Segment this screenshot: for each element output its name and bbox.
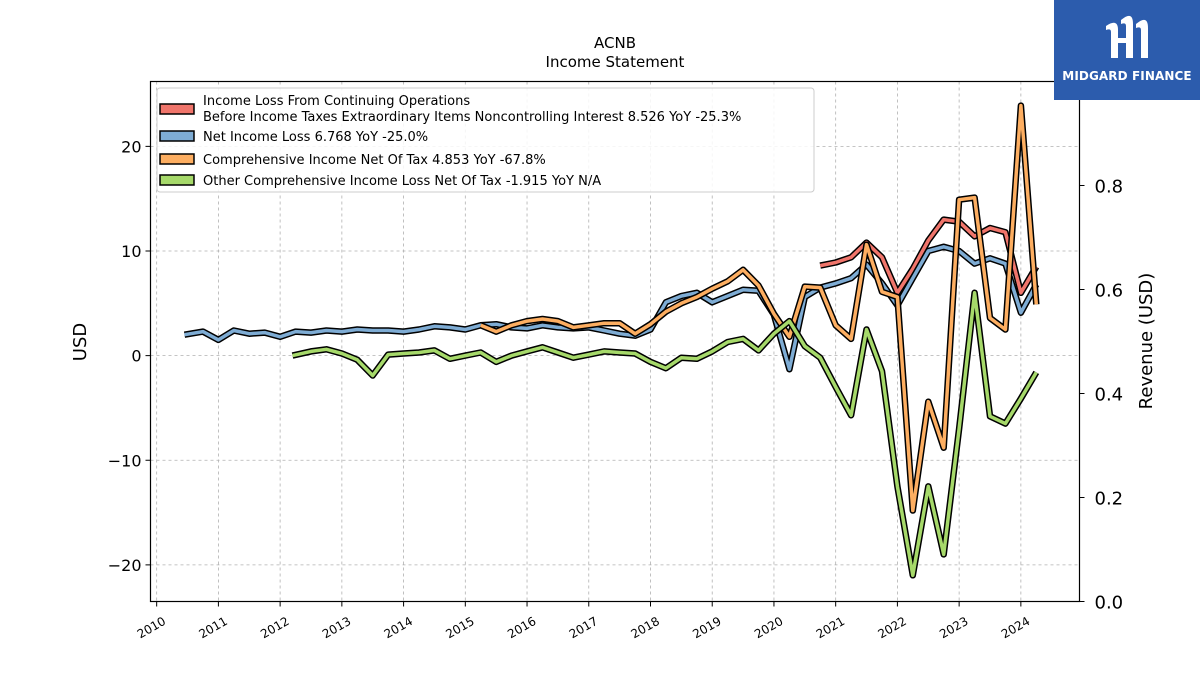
x-tick-label: 2018: [629, 614, 662, 641]
x-tick-label: 2015: [443, 614, 476, 641]
legend-swatch-pretax-income: [159, 103, 195, 115]
legend-label-other-comprehensive-income: Other Comprehensive Income Loss Net Of T…: [203, 174, 601, 189]
x-tick-label: 2013: [320, 614, 353, 641]
brand-logo: MIDGARD FINANCE: [1054, 0, 1200, 100]
x-tick-label: 2024: [999, 614, 1032, 641]
right-tick-label: 0.8: [1095, 177, 1124, 198]
y-axis-label-left: USD: [70, 323, 91, 361]
plot-frame: [149, 80, 1081, 603]
x-tick-label: 2011: [196, 614, 229, 641]
x-tick-label: 2020: [752, 614, 785, 641]
x-tick-label: 2019: [690, 614, 723, 641]
x-tick-label: 2022: [875, 614, 908, 641]
right-tick-label: 0.6: [1095, 281, 1124, 302]
legend-swatch-other-comprehensive-income: [159, 174, 195, 186]
legend-label-pretax-income-line1: Income Loss From Continuing Operations: [203, 94, 470, 109]
x-tick-label: 2012: [258, 614, 291, 641]
left-tick-label: 10: [121, 242, 141, 261]
left-tick-label: −10: [108, 451, 142, 470]
logo-text: MIDGARD FINANCE: [1062, 69, 1192, 83]
right-axis: 0.8 0.6 0.4 0.2 0.0: [1079, 177, 1124, 614]
legend-label-net-income: Net Income Loss 6.768 YoY -25.0%: [203, 130, 428, 145]
series-layer: [183, 102, 1040, 579]
legend-label-comprehensive-income: Comprehensive Income Net Of Tax 4.853 Yo…: [203, 153, 546, 168]
legend-box: [156, 87, 815, 193]
x-tick-label: 2016: [505, 614, 538, 641]
right-tick-label: 0.4: [1095, 385, 1124, 406]
series-line-pretax-income: [819, 217, 1038, 295]
left-tick-label: 20: [121, 137, 141, 156]
right-tick-label: 0.2: [1095, 489, 1124, 510]
logo-mark-icon: [1106, 15, 1148, 58]
x-axis: 2010 2011 2012 2013 2014 2015 2016 2017 2018 2019…: [135, 601, 1032, 641]
x-tick-label: 2017: [567, 614, 600, 641]
series-line-other-comprehensive-income: [292, 291, 1038, 578]
legend-swatch-comprehensive-income: [159, 153, 195, 165]
series-line-comprehensive-income: [480, 103, 1039, 513]
x-tick-label: 2021: [814, 614, 847, 641]
left-tick-label: 0: [131, 347, 141, 366]
y-axis-label-right: Revenue (USD): [1136, 273, 1157, 410]
x-tick-label: 2023: [937, 614, 970, 641]
legend-swatch-net-income: [159, 130, 195, 142]
legend: Income Loss From Continuing Operations B…: [156, 87, 815, 193]
left-axis: 20 10 0 −10 −20: [108, 137, 151, 575]
x-tick-label: 2010: [135, 614, 168, 641]
legend-label-pretax-income-line2: Before Income Taxes Extraordinary Items …: [203, 110, 741, 125]
chart-title: ACNB: [594, 34, 636, 52]
x-tick-label: 2014: [382, 614, 415, 641]
right-tick-label: 0.0: [1095, 593, 1124, 614]
left-tick-label: −20: [108, 556, 142, 575]
chart-subtitle: Income Statement: [546, 53, 685, 71]
